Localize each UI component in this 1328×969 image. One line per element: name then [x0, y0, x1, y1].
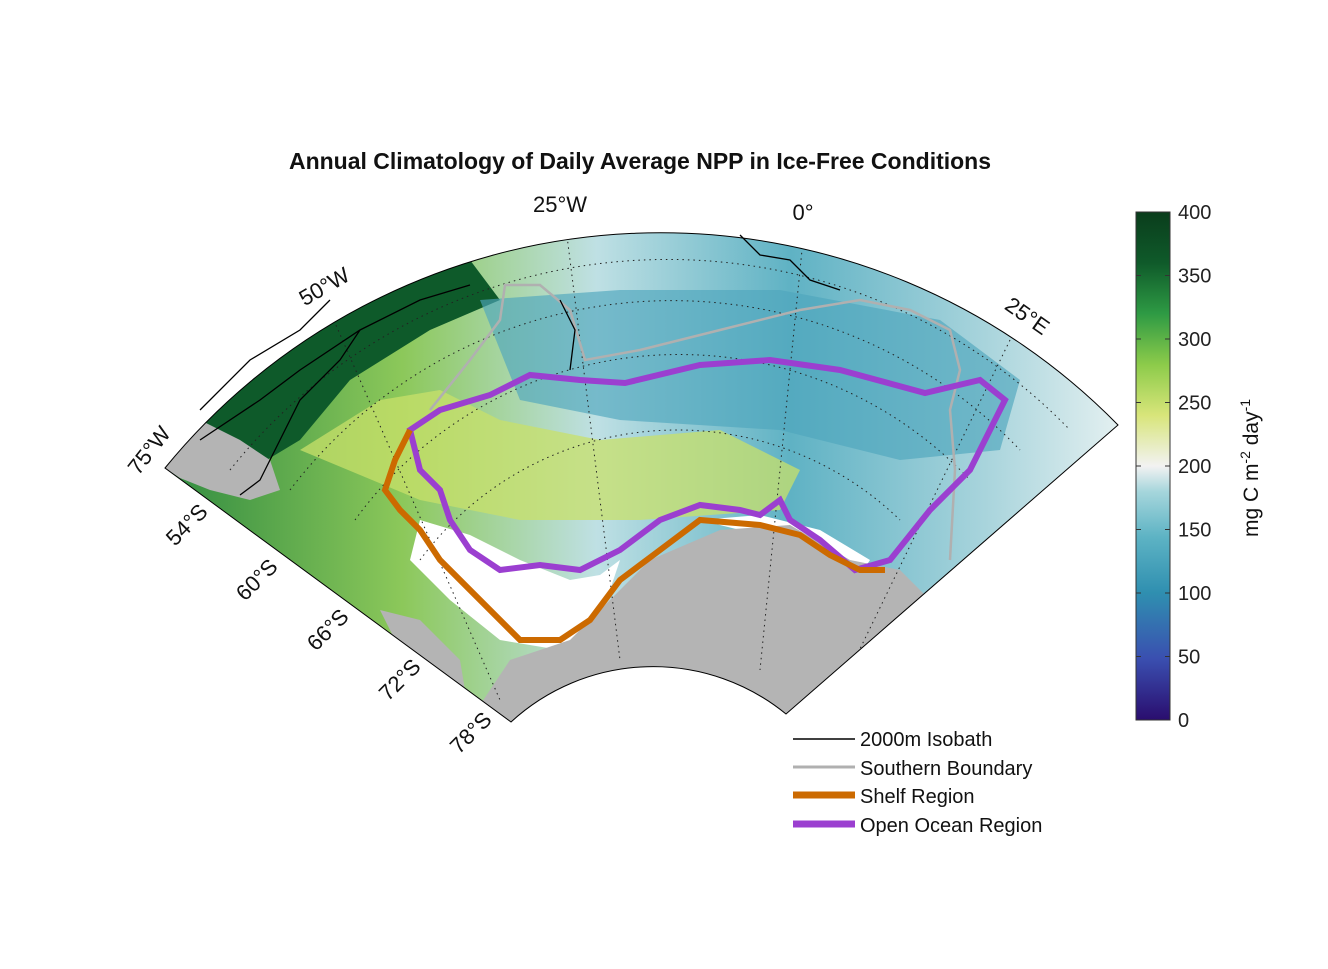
colorbar: 400 350 300 250 200 150 100 50 0 mg C m-2 day-1	[1135, 202, 1263, 732]
colorbar-gradient	[1135, 211, 1171, 721]
graticule	[229, 232, 1071, 701]
map-title: Annual Climatology of Daily Average NPP …	[289, 148, 991, 174]
legend-label-shelf: Shelf Region	[860, 786, 975, 808]
teal-band	[480, 290, 1020, 460]
colorbar-tick-label: 200	[1178, 456, 1211, 478]
colorbar-tick-label: 300	[1178, 329, 1211, 351]
colorbar-tick-label: 100	[1178, 583, 1211, 605]
lon-label-25e: 25°E	[1000, 292, 1054, 340]
no-data-ice-region	[410, 520, 620, 650]
antarctica-land	[470, 525, 930, 722]
legend: 2000m Isobath Southern Boundary Shelf Re…	[793, 729, 1042, 837]
colorbar-tick-label: 250	[1178, 393, 1211, 415]
lat-label-54s: 54°S	[161, 499, 213, 551]
lat-label-78s: 78°S	[445, 707, 497, 759]
legend-label-open-ocean: Open Ocean Region	[860, 815, 1042, 837]
legend-label-isobath: 2000m Isobath	[860, 729, 992, 751]
lon-label-50w: 50°W	[295, 262, 354, 311]
isobath-2000m-line	[199, 234, 841, 496]
colorbar-tick-label: 350	[1178, 266, 1211, 288]
map-frame	[164, 232, 1119, 723]
colorbar-label: mg C m-2 day-1	[1237, 399, 1263, 537]
colorbar-tick-label: 150	[1178, 520, 1211, 542]
lat-label-60s: 60°S	[231, 554, 283, 606]
legend-label-southern-boundary: Southern Boundary	[860, 758, 1032, 780]
lon-label-0: 0°	[792, 200, 813, 225]
lat-label-66s: 66°S	[302, 604, 354, 656]
colorbar-tick-label: 50	[1178, 647, 1200, 669]
antarctic-peninsula-land	[165, 420, 280, 500]
colorbar-tick-label: 400	[1178, 202, 1211, 224]
shelf-region-line	[381, 428, 885, 643]
colorbar-tick-label: 0	[1178, 710, 1189, 732]
lon-label-25w: 25°W	[533, 192, 587, 217]
open-ocean-region-line	[406, 356, 1009, 574]
lat-label-72s: 72°S	[374, 654, 426, 706]
map-panel	[165, 232, 1118, 723]
lon-label-75w: 75°W	[123, 421, 176, 479]
